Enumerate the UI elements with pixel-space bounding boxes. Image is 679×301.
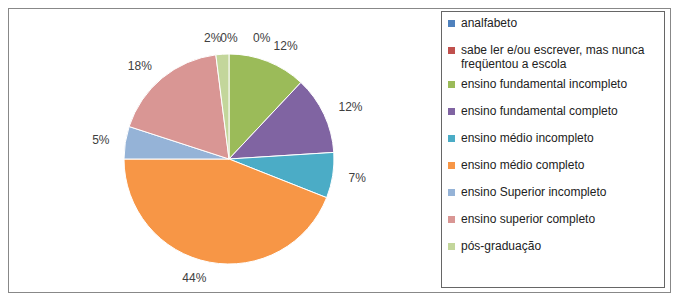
html-text:ensino fundamental incompleto: ensino fundamental incompleto — [461, 77, 628, 91]
svg-text:0%: 0% — [220, 31, 238, 45]
svg-text:7%: 7% — [349, 171, 367, 185]
html-text:pós-graduação: pós-graduação — [461, 239, 542, 253]
svg-text:2%: 2% — [204, 31, 222, 45]
svg-text:5%: 5% — [92, 133, 110, 147]
svg-text:0%: 0% — [253, 31, 271, 45]
html-text:sabe ler e/ou escrever, mas nu: sabe ler e/ou escrever, mas nunca freqüe… — [461, 43, 645, 71]
html-text:ensino médio incompleto: ensino médio incompleto — [461, 131, 594, 145]
svg-text:12%: 12% — [338, 100, 362, 114]
svg-text:12%: 12% — [274, 39, 298, 53]
html-text:ensino Superior incompleto: ensino Superior incompleto — [461, 185, 607, 199]
svg-text:44%: 44% — [182, 271, 206, 285]
html-text:ensino médio completo: ensino médio completo — [461, 158, 585, 172]
html-text:ensino superior completo: ensino superior completo — [461, 212, 596, 226]
svg-text:18%: 18% — [128, 59, 152, 73]
html-text:ensino fundamental completo: ensino fundamental completo — [461, 104, 618, 118]
html-text:analfabeto: analfabeto — [461, 16, 518, 30]
